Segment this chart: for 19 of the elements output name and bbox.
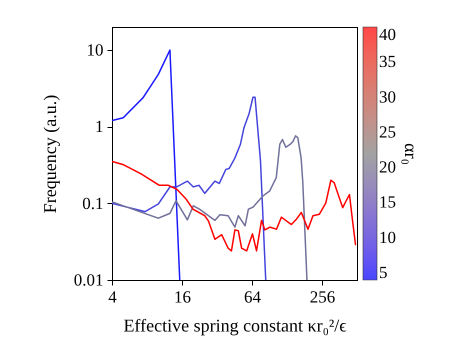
color-bar-label: 5 (379, 262, 388, 282)
x-tick-label: 64 (244, 288, 262, 306)
color-bar-label: 10 (379, 228, 396, 247)
x-axis-title: Effective spring constant κr₀²/ϵ (123, 316, 347, 336)
x-tick-label: 256 (310, 288, 336, 306)
color-bar-label: 40 (379, 25, 396, 44)
color-bar-title: αr₀ (401, 143, 421, 165)
y-tick-label: 1 (95, 117, 104, 136)
y-tick-label: 0.1 (82, 194, 104, 213)
y-tick-label: 0.01 (74, 270, 104, 290)
y-axis-title: Frequency (a.u.) (40, 94, 60, 214)
x-tick-label: 16 (174, 288, 191, 306)
color-bar-label: 35 (379, 52, 396, 72)
x-tick-label: 4 (108, 288, 118, 306)
color-bar-label: 25 (379, 122, 396, 142)
color-bar-label: 30 (379, 87, 396, 106)
color-bar-label: 15 (379, 192, 396, 212)
color-bar-label: 20 (379, 158, 396, 177)
y-tick-label: 10 (86, 40, 104, 60)
